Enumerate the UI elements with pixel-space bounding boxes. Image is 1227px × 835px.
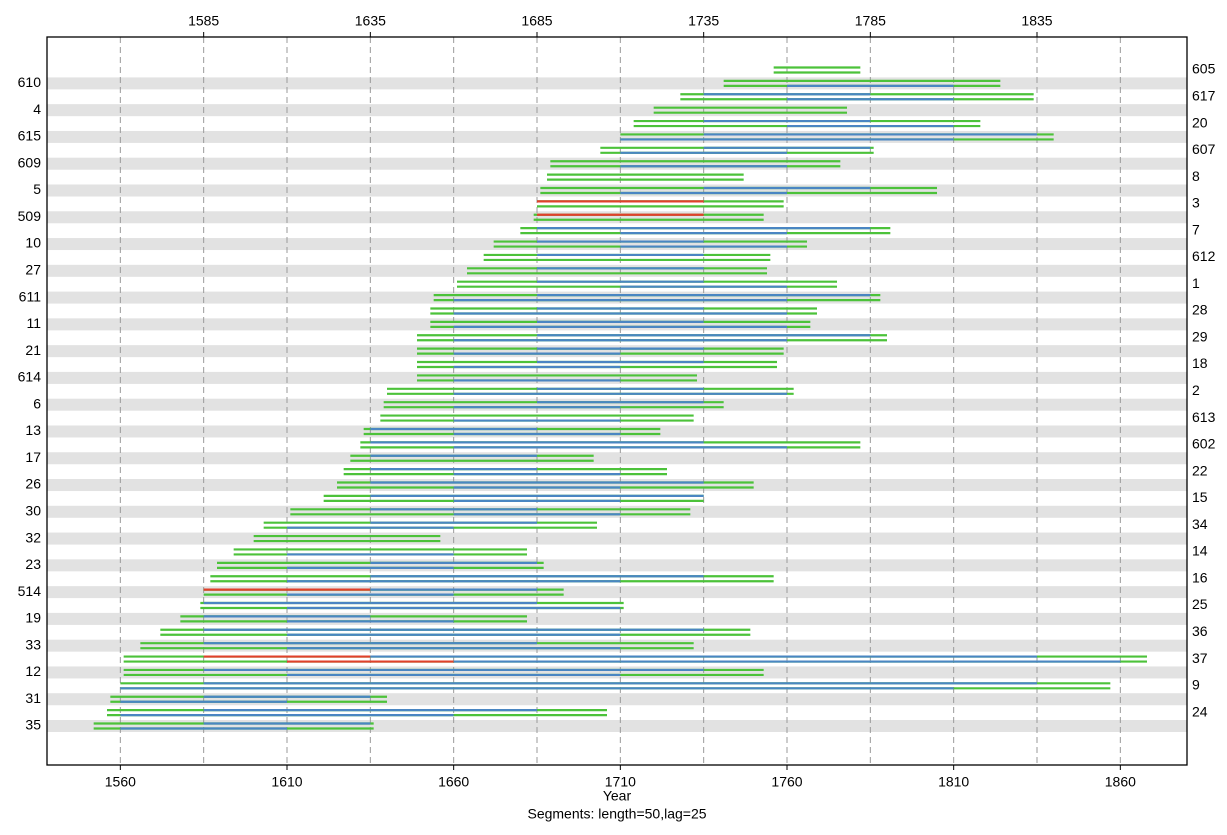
series-label: 27: [25, 262, 41, 278]
top-tick-label: 1685: [521, 13, 552, 29]
series-label: 26: [25, 476, 41, 492]
subtitle: Segments: length=50,lag=25: [527, 806, 706, 822]
row-band: [47, 211, 1187, 224]
x-tick-label: 1610: [271, 774, 302, 790]
series-label: 37: [1192, 650, 1208, 666]
series-label: 612: [1192, 248, 1216, 264]
series-label: 9: [1192, 677, 1200, 693]
series-label: 611: [19, 288, 42, 304]
x-tick-label: 1760: [771, 774, 802, 790]
row-band: [47, 77, 1187, 90]
series-label: 32: [25, 529, 41, 545]
series-label: 33: [25, 636, 41, 652]
row-band: [47, 318, 1187, 331]
series-label: 2: [1192, 382, 1200, 398]
series-label: 7: [1192, 221, 1200, 237]
series-label: 607: [1192, 141, 1216, 157]
series-label: 11: [26, 315, 41, 331]
x-tick-label: 1660: [438, 774, 469, 790]
series-label: 30: [25, 502, 41, 518]
series-label: 14: [1192, 543, 1208, 559]
series-label: 5: [33, 181, 41, 197]
plot-frame: [46, 36, 1188, 766]
series-label: 15: [1192, 489, 1208, 505]
series-label: 34: [1192, 516, 1208, 532]
row-band: [47, 398, 1187, 411]
row-band: [47, 639, 1187, 652]
series-label: 28: [1192, 302, 1208, 318]
row-band: [47, 264, 1187, 277]
row-band: [47, 720, 1187, 732]
row-band: [47, 371, 1187, 384]
series-label: 615: [18, 128, 42, 144]
series-label: 16: [1192, 569, 1208, 585]
series-label: 514: [18, 583, 42, 599]
x-tick-label: 1860: [1105, 774, 1136, 790]
row-band: [47, 666, 1187, 679]
x-axis-title: Year: [603, 788, 632, 804]
row-band: [47, 479, 1187, 492]
series-label: 19: [25, 610, 41, 626]
series-label: 613: [1192, 409, 1216, 425]
row-band: [47, 184, 1187, 197]
series-label: 13: [25, 422, 41, 438]
row-band: [47, 612, 1187, 625]
series-label: 22: [1192, 462, 1208, 478]
series-label: 602: [1192, 436, 1216, 452]
series-label: 1: [1192, 275, 1200, 291]
series-label: 17: [25, 449, 41, 465]
series-label: 8: [1192, 168, 1200, 184]
series-label: 36: [1192, 623, 1208, 639]
row-band: [47, 586, 1187, 599]
x-tick-label: 1560: [105, 774, 136, 790]
x-tick-label: 1810: [938, 774, 969, 790]
series-label: 6: [33, 395, 41, 411]
row-band: [47, 130, 1187, 143]
top-tick-label: 1785: [855, 13, 886, 29]
series-label: 10: [25, 235, 41, 251]
series-label: 18: [1192, 355, 1208, 371]
row-band: [47, 452, 1187, 465]
series-label: 24: [1192, 703, 1208, 719]
series-label: 509: [18, 208, 42, 224]
row-band: [47, 559, 1187, 572]
row-band: [47, 291, 1187, 304]
row-band: [47, 693, 1187, 706]
series-label: 617: [1192, 87, 1216, 103]
series-label: 23: [25, 556, 41, 572]
series-label: 31: [25, 690, 41, 706]
series-label: 609: [18, 154, 42, 170]
series-label: 610: [18, 74, 42, 90]
row-band: [47, 425, 1187, 438]
row-band: [47, 532, 1187, 545]
row-band: [47, 345, 1187, 358]
row-band: [47, 157, 1187, 170]
series-label: 35: [25, 717, 41, 733]
top-tick-label: 1635: [355, 13, 386, 29]
row-band: [47, 104, 1187, 117]
series-label: 3: [1192, 195, 1200, 211]
series-label: 25: [1192, 596, 1208, 612]
x-tick-label: 1710: [605, 774, 636, 790]
series-label: 614: [18, 369, 42, 385]
row-band: [47, 238, 1187, 251]
top-tick-label: 1585: [188, 13, 219, 29]
series-label: 21: [25, 342, 41, 358]
series-label: 12: [25, 663, 41, 679]
row-band: [47, 505, 1187, 518]
marks-layer: [93, 66, 1147, 730]
series-label: 29: [1192, 328, 1208, 344]
top-tick-label: 1835: [1021, 13, 1052, 29]
series-label: 605: [1192, 61, 1216, 77]
grid-layer: [119, 32, 1121, 770]
series-label: 20: [1192, 114, 1208, 130]
top-tick-label: 1735: [688, 13, 719, 29]
series-label: 4: [33, 101, 41, 117]
